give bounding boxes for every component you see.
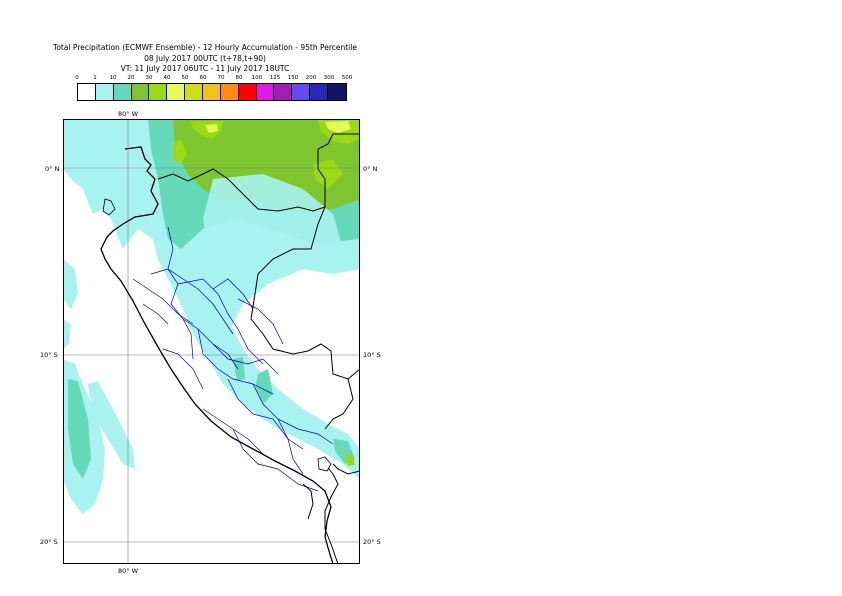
legend-swatch	[310, 84, 329, 100]
legend-tick-label: 300	[323, 75, 335, 81]
coastline	[100, 146, 334, 564]
lon-label-bottom: 80° W	[118, 567, 139, 575]
lake-titicaca	[317, 456, 332, 472]
legend-tick-label: 10	[109, 75, 117, 81]
legend-swatch	[185, 84, 204, 100]
legend-swatch	[274, 84, 293, 100]
legend-tick-label: 500	[341, 75, 353, 81]
legend-tick-label: 125	[269, 75, 281, 81]
legend-tick-label: 100	[251, 75, 263, 81]
legend-color-bar	[77, 83, 347, 101]
legend-swatch	[113, 84, 132, 100]
lat-label-right-20s: 20° S	[363, 538, 381, 546]
gulf-coast	[102, 198, 116, 216]
legend-tick-label: 1	[93, 75, 97, 81]
legend-tick-label: 70	[217, 75, 225, 81]
legend-tick-label: 20	[127, 75, 135, 81]
legend-tick-label: 200	[305, 75, 317, 81]
lat-label-left-0: 0° N	[45, 165, 60, 173]
lon-label-top: 80° W	[118, 110, 139, 118]
legend-swatch	[328, 84, 346, 100]
legend-swatch	[256, 84, 275, 100]
map-canvas	[63, 119, 360, 564]
legend-tick-label: 150	[287, 75, 299, 81]
lat-label-right-10s: 10° S	[363, 351, 381, 359]
legend-tick-label: 50	[181, 75, 189, 81]
dry-region-east	[268, 289, 360, 429]
legend-tick-label: 80	[235, 75, 243, 81]
dry-coast-strip	[121, 249, 238, 434]
lat-label-left-10s: 10° S	[40, 351, 58, 359]
lat-label-right-0: 0° N	[363, 165, 378, 173]
legend-tick-label: 30	[145, 75, 153, 81]
map-title: Total Precipitation (ECMWF Ensemble) - 1…	[53, 43, 357, 52]
legend-tick-label: 0	[75, 75, 79, 81]
map-border	[63, 119, 360, 564]
precip-field-andes	[163, 174, 360, 479]
map-subtitle-base-time: 08 July 2017 00UTC (t+78,t+90)	[144, 54, 266, 63]
legend-tick-label: 40	[163, 75, 171, 81]
legend-swatch	[203, 84, 221, 100]
map-subtitle-valid-time: VT: 11 July 2017 06UTC - 11 July 2017 18…	[120, 64, 290, 73]
graticule	[63, 119, 360, 564]
legend-swatch	[78, 84, 96, 100]
legend-swatch	[95, 84, 114, 100]
legend-swatch	[238, 84, 257, 100]
legend-tick-label: 60	[199, 75, 207, 81]
legend-swatch	[220, 84, 239, 100]
precipitation-map	[63, 119, 360, 564]
legend-swatch	[292, 84, 311, 100]
admin-boundaries	[132, 226, 334, 492]
legend-swatch	[149, 84, 168, 100]
lat-label-left-20s: 20° S	[40, 538, 58, 546]
legend-swatch	[167, 84, 186, 100]
precip-field-ocean	[63, 259, 135, 514]
legend-swatch	[131, 84, 150, 100]
